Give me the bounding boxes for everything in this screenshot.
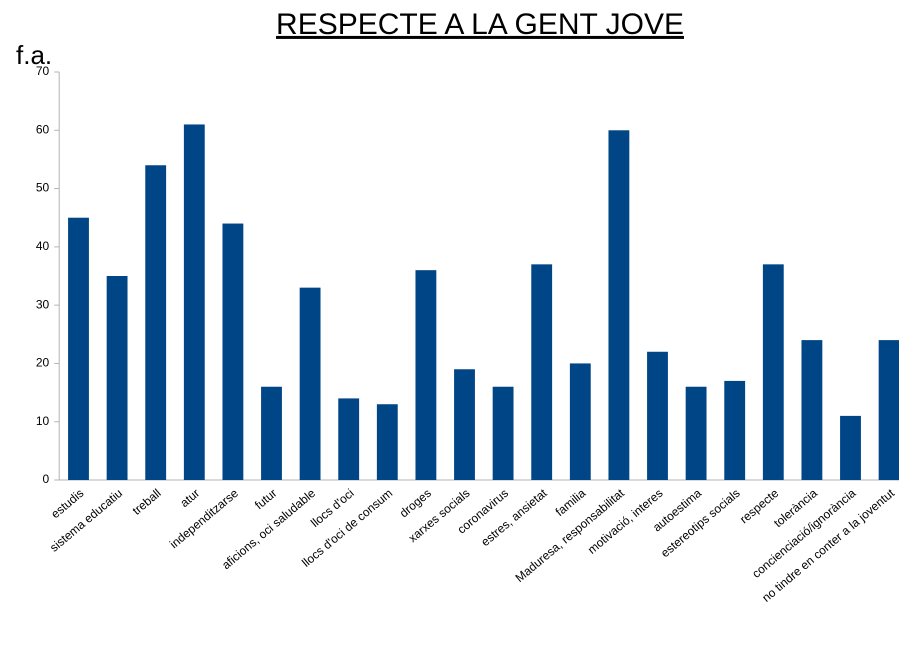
bar xyxy=(145,165,167,480)
bar xyxy=(261,386,282,480)
y-tick-label: 30 xyxy=(36,297,50,311)
bar xyxy=(569,363,591,480)
bar xyxy=(685,386,707,480)
bar xyxy=(222,223,244,481)
y-tick-label: 20 xyxy=(36,356,50,370)
y-tick-label: 60 xyxy=(36,122,50,136)
bar xyxy=(68,217,89,480)
y-axis-label: f.a. xyxy=(16,40,52,70)
x-tick-label: futur xyxy=(252,486,279,512)
bar xyxy=(878,340,899,480)
bar xyxy=(724,380,746,480)
bar xyxy=(454,369,475,480)
bar xyxy=(840,415,861,480)
bar xyxy=(183,124,205,480)
bar xyxy=(647,351,668,480)
bar xyxy=(608,130,630,481)
x-tick-label: atur xyxy=(177,486,202,510)
bar xyxy=(531,264,553,480)
bar xyxy=(801,340,823,480)
bar xyxy=(492,386,514,480)
y-tick-label: 50 xyxy=(36,181,50,195)
bar xyxy=(415,270,437,480)
y-tick-label: 40 xyxy=(36,239,50,253)
bar xyxy=(338,398,360,480)
chart-title: RESPECTE A LA GENT JOVE xyxy=(276,8,684,41)
x-tick-label: estres, ansietat xyxy=(478,486,550,549)
bar xyxy=(299,287,321,480)
x-tick-label: independitzarse xyxy=(167,486,241,551)
bar xyxy=(106,276,128,480)
bar xyxy=(376,404,398,480)
x-tick-label: treball xyxy=(130,486,164,518)
y-tick-label: 70 xyxy=(36,64,50,78)
y-tick-label: 0 xyxy=(43,472,50,486)
bar xyxy=(762,264,784,480)
y-tick-label: 10 xyxy=(36,414,50,428)
